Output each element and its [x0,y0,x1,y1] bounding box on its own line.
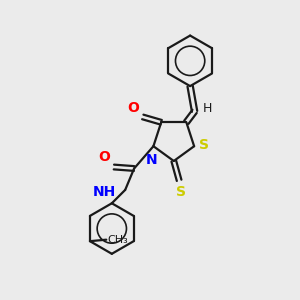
Text: O: O [98,150,110,164]
Text: S: S [176,185,186,199]
Text: CH₃: CH₃ [108,235,128,245]
Text: N: N [146,153,158,167]
Text: S: S [200,138,209,152]
Text: O: O [127,100,139,115]
Text: NH: NH [92,185,116,199]
Text: H: H [203,103,212,116]
